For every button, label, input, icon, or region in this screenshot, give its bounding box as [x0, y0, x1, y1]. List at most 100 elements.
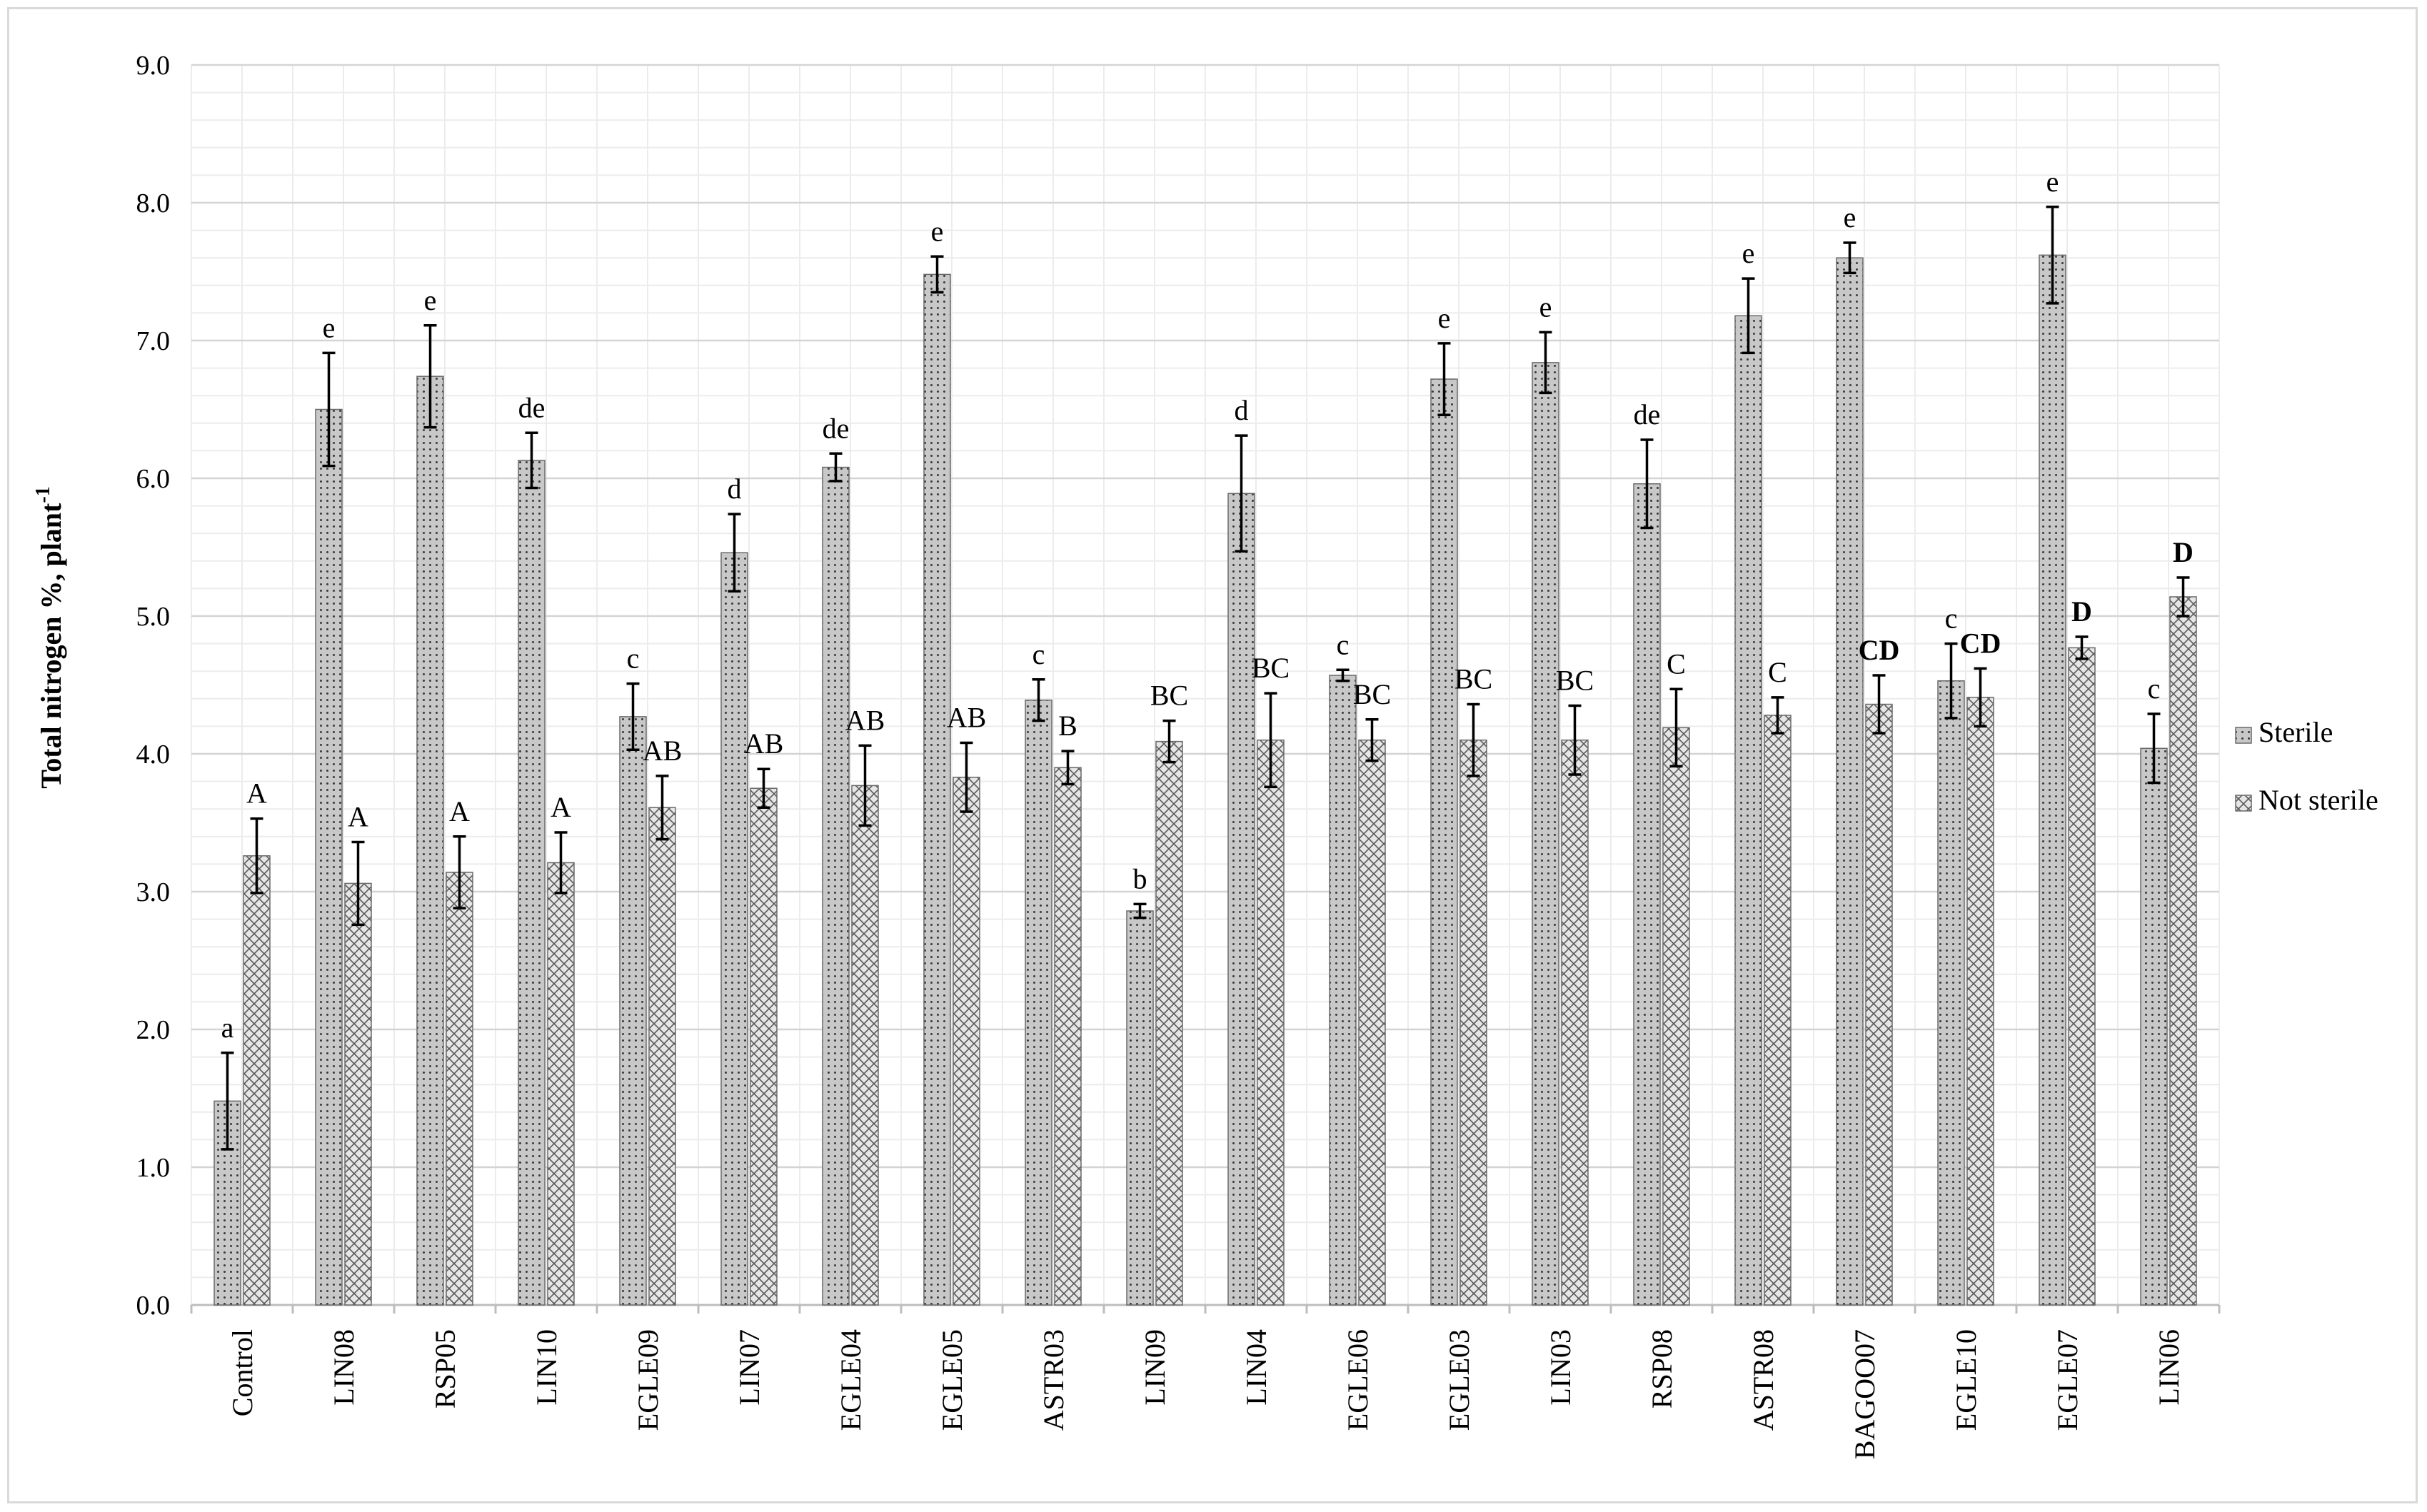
significance-letter-not-sterile: A: [348, 801, 368, 833]
x-tick-label: EGLE06: [1342, 1329, 1374, 1431]
significance-letter-not-sterile: BC: [1150, 680, 1188, 712]
bar-sterile: [1734, 315, 1762, 1306]
legend: Sterile Not sterile: [2235, 716, 2378, 816]
bar-chart: 0.0 1.0 2.0 3.0 4.0 5.0 6.0 7.0 8.0 9.0 a A Control e…: [32, 51, 2378, 1459]
y-tick-label: 8.0: [136, 188, 171, 218]
significance-letter-not-sterile: AB: [744, 727, 784, 760]
significance-letter-not-sterile: BC: [1556, 664, 1594, 696]
bar-sterile: [1633, 483, 1661, 1306]
y-tick-label: 1.0: [136, 1153, 171, 1183]
significance-letter-sterile: d: [728, 473, 742, 505]
significance-letter-sterile: de: [518, 391, 546, 423]
y-tick-label: 2.0: [136, 1015, 171, 1045]
x-tick-label: LIN08: [328, 1329, 360, 1406]
y-axis-label: Total nitrogen %, plant-1: [32, 486, 67, 788]
significance-letter-not-sterile: AB: [947, 702, 987, 734]
y-tick-label: 3.0: [136, 877, 171, 907]
bar-sterile: [1227, 493, 1255, 1306]
x-tick-label: LIN09: [1139, 1329, 1171, 1406]
bar-sterile: [1532, 362, 1559, 1306]
chart-frame: 0.0 1.0 2.0 3.0 4.0 5.0 6.0 7.0 8.0 9.0 a A Control e…: [7, 7, 2418, 1503]
bar-not-sterile: [1054, 767, 1082, 1306]
bar-sterile: [518, 460, 546, 1306]
x-tick-label: ASTR08: [1747, 1329, 1779, 1431]
x-tick-label: LIN07: [733, 1329, 765, 1406]
legend-label-not-sterile: Not sterile: [2258, 784, 2378, 816]
significance-letter-not-sterile: BC: [1454, 663, 1492, 695]
significance-letter-not-sterile: AB: [643, 735, 683, 767]
bar-not-sterile: [2169, 596, 2197, 1306]
bar-not-sterile: [1662, 727, 1690, 1306]
x-tick-label: LIN03: [1544, 1329, 1577, 1406]
labels: 0.0 1.0 2.0 3.0 4.0 5.0 6.0 7.0 8.0 9.0 a A Control e…: [136, 51, 2194, 1459]
significance-letter-sterile: de: [1634, 398, 1661, 430]
significance-letter-sterile: e: [1742, 237, 1755, 269]
significance-letter-not-sterile: B: [1058, 710, 1077, 742]
significance-letter-not-sterile: BC: [1353, 678, 1391, 710]
y-axis-label-superscript: -1: [32, 486, 54, 503]
x-tick-label: Control: [226, 1329, 258, 1416]
y-tick-label: 7.0: [136, 326, 171, 356]
significance-letter-not-sterile: C: [1768, 656, 1787, 688]
significance-letter-not-sterile: D: [2173, 536, 2194, 568]
x-tick-label: RSP05: [429, 1329, 461, 1408]
bar-sterile: [720, 552, 748, 1306]
significance-letter-not-sterile: AB: [845, 704, 885, 736]
bar-not-sterile: [2068, 647, 2096, 1306]
x-tick-label: EGLE04: [835, 1329, 867, 1431]
bar-not-sterile: [851, 785, 879, 1306]
significance-letter-not-sterile: BC: [1252, 652, 1290, 684]
bar-sterile: [2140, 747, 2168, 1306]
bar-sterile: [923, 273, 951, 1306]
axes: [190, 1304, 2221, 1314]
x-tick-label: EGLE07: [2051, 1329, 2084, 1431]
bar-sterile: [1430, 378, 1458, 1306]
bar-not-sterile: [1865, 703, 1893, 1306]
x-tick-label: BAGOO07: [1849, 1329, 1881, 1459]
x-tick-label: ASTR03: [1037, 1329, 1070, 1431]
bar-sterile: [416, 376, 444, 1306]
x-tick-label: RSP08: [1646, 1329, 1678, 1408]
bar-not-sterile: [1358, 739, 1386, 1306]
bar-not-sterile: [1966, 697, 1994, 1306]
significance-letter-not-sterile: C: [1667, 647, 1686, 680]
x-tick-label: EGLE05: [936, 1329, 968, 1431]
significance-letter-sterile: e: [1539, 291, 1552, 323]
legend-label-sterile: Sterile: [2258, 716, 2333, 748]
bar-not-sterile: [750, 787, 778, 1306]
significance-letter-sterile: d: [1235, 394, 1249, 426]
significance-letter-sterile: c: [2148, 672, 2161, 705]
significance-letter-not-sterile: CD: [1960, 627, 2001, 659]
grid-lines: [191, 64, 2220, 1306]
y-tick-label: 9.0: [136, 51, 171, 81]
significance-letter-not-sterile: A: [551, 791, 571, 823]
bar-sterile: [1025, 699, 1052, 1306]
significance-letter-sterile: e: [2046, 166, 2059, 198]
bar-not-sterile: [953, 777, 980, 1306]
bar-not-sterile: [243, 855, 271, 1306]
x-tick-label: LIN10: [531, 1329, 563, 1406]
significance-letter-sterile: e: [1844, 201, 1856, 233]
significance-letter-not-sterile: D: [2071, 595, 2092, 628]
legend-swatch-not-sterile: [2235, 795, 2252, 812]
y-tick-label: 4.0: [136, 740, 171, 770]
bar-not-sterile: [1459, 739, 1487, 1306]
bar-sterile: [822, 466, 850, 1306]
bar-sterile: [619, 716, 647, 1306]
bar-not-sterile: [1257, 739, 1285, 1306]
bar-not-sterile: [1764, 715, 1792, 1306]
significance-letter-not-sterile: CD: [1859, 634, 1900, 666]
significance-letter-sterile: c: [1032, 638, 1045, 670]
x-tick-label: LIN06: [2153, 1329, 2185, 1406]
x-tick-label: EGLE10: [1950, 1329, 1982, 1431]
bar-not-sterile: [547, 862, 575, 1306]
significance-letter-sterile: de: [823, 412, 850, 444]
bar-not-sterile: [344, 882, 372, 1306]
bar-not-sterile: [446, 872, 473, 1306]
bar-not-sterile: [648, 807, 676, 1306]
bar-sterile: [1329, 675, 1357, 1306]
significance-letter-sterile: c: [1337, 628, 1350, 660]
x-tick-label: LIN04: [1240, 1329, 1272, 1406]
y-axis-label-main: Total nitrogen %, plant: [35, 503, 67, 789]
significance-letter-sterile: e: [424, 284, 437, 316]
